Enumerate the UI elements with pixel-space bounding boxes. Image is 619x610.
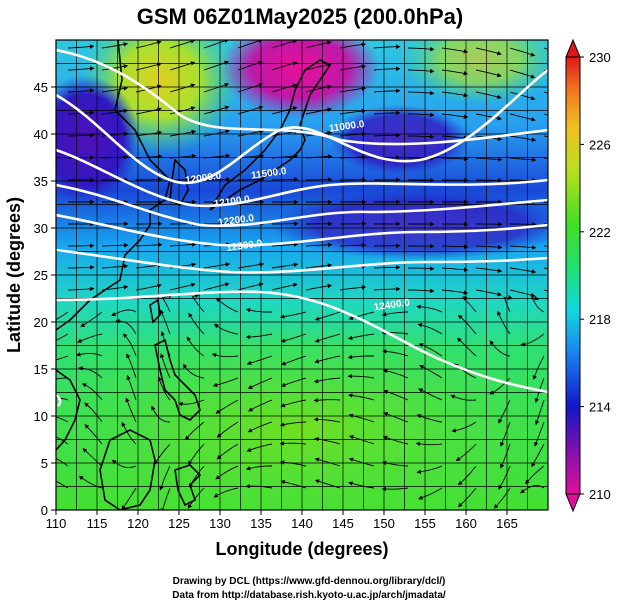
streamline	[272, 179, 298, 180]
x-tick-label: 120	[127, 516, 149, 531]
colorbar: 210 214 218 222 226 230	[566, 40, 611, 511]
y-tick-label: 10	[34, 409, 48, 424]
colorbar-ticks: 210 214 218 222 226 230	[580, 50, 611, 502]
credit-data-source: Data from http://database.rish.kyoto-u.a…	[172, 590, 446, 601]
y-tick-label: 35	[34, 174, 48, 189]
colorbar-tick-label: 214	[589, 400, 611, 415]
jet-core-band	[270, 190, 570, 260]
cold-anomaly-purple-ne	[330, 105, 470, 175]
streamline	[306, 180, 332, 181]
colorbar-bottom-triangle	[566, 494, 580, 511]
y-tick-label: 5	[41, 456, 48, 471]
colorbar-tick-label: 218	[589, 312, 611, 327]
x-tick-label: 125	[168, 516, 190, 531]
x-tick-label: 165	[496, 516, 518, 531]
chart-title: GSM 06Z01May2025 (200.0hPa)	[137, 4, 464, 29]
colorbar-top-triangle	[566, 40, 580, 57]
y-tick-label: 40	[34, 127, 48, 142]
x-axis-ticks: 110 115 120 125 130 135 140 145 150 155 160 165	[46, 510, 518, 531]
y-tick-label: 45	[34, 80, 48, 95]
x-tick-label: 145	[332, 516, 354, 531]
colorbar-tick-label: 222	[589, 225, 611, 240]
colorbar-tick-label: 230	[589, 50, 611, 65]
y-tick-label: 30	[34, 221, 48, 236]
x-tick-label: 110	[46, 516, 67, 531]
colorbar-body	[566, 57, 580, 494]
streamline	[476, 180, 502, 181]
y-tick-label: 25	[34, 268, 48, 283]
x-tick-label: 140	[291, 516, 313, 531]
plot-area: 11000.011500.012000.012100.012200.012300…	[20, 5, 580, 540]
x-tick-label: 135	[250, 516, 272, 531]
x-tick-label: 160	[455, 516, 477, 531]
warm-core-south-green	[20, 320, 580, 540]
y-tick-label: 15	[34, 362, 48, 377]
x-axis-label: Longitude (degrees)	[215, 539, 388, 559]
x-tick-label: 155	[414, 516, 436, 531]
y-axis-ticks: 0 5 10 15 20 25 30 35 40 45	[34, 80, 56, 518]
credit-dcl: Drawing by DCL (https://www.gfd-dennou.o…	[173, 576, 446, 587]
x-tick-label: 115	[87, 516, 108, 531]
y-tick-label: 20	[34, 315, 48, 330]
y-axis-label: Latitude (degrees)	[4, 197, 24, 353]
streamline	[136, 180, 162, 181]
y-tick-label: 0	[41, 503, 48, 518]
x-tick-label: 150	[373, 516, 395, 531]
x-tick-label: 130	[209, 516, 231, 531]
colorbar-tick-label: 210	[589, 487, 611, 502]
lat-lon-grid	[56, 40, 548, 510]
colorbar-tick-label: 226	[589, 137, 611, 152]
